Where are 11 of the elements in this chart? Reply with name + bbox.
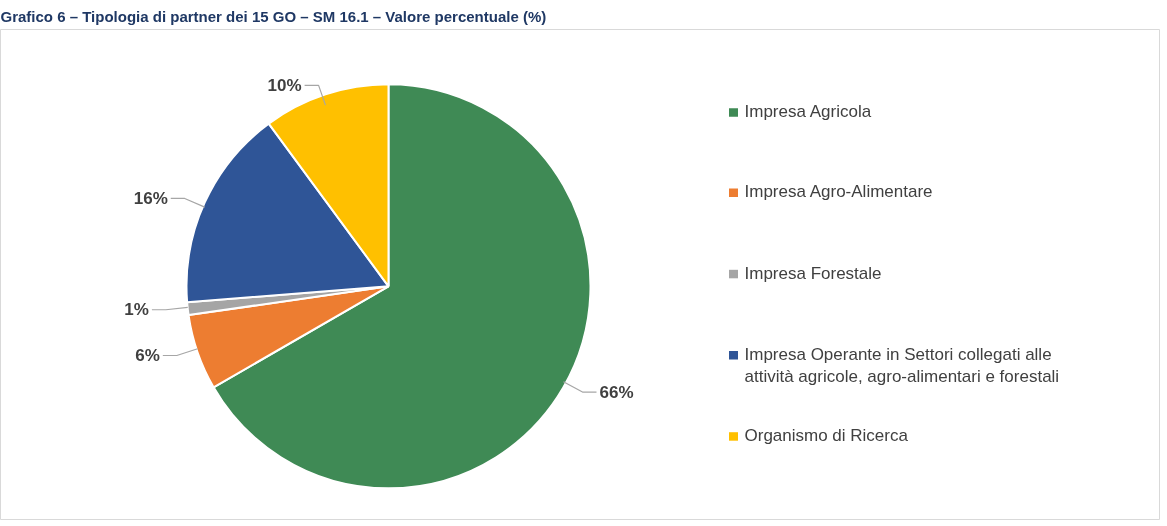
data-label: 1% [124,300,149,320]
legend-label: Organismo di Ricerca [744,426,909,446]
data-label: 16% [133,188,168,208]
legend-label: Impresa Operante in Settori collegati alle attività agricole, agro-alimentari e forestali [744,344,1060,386]
legend-label: Impresa Agro-Alimentare [744,182,933,202]
legend-label: Impresa Agricola [744,102,872,122]
data-label: 6% [135,346,160,366]
chart-title: Grafico 6 – Tipologia di partner dei 15 GO – SM 16.1 – Valore percentuale (%) [0,7,547,25]
data-label: 10% [267,75,302,95]
data-label: 66% [599,382,634,402]
legend-label: Impresa Forestale [744,263,882,283]
